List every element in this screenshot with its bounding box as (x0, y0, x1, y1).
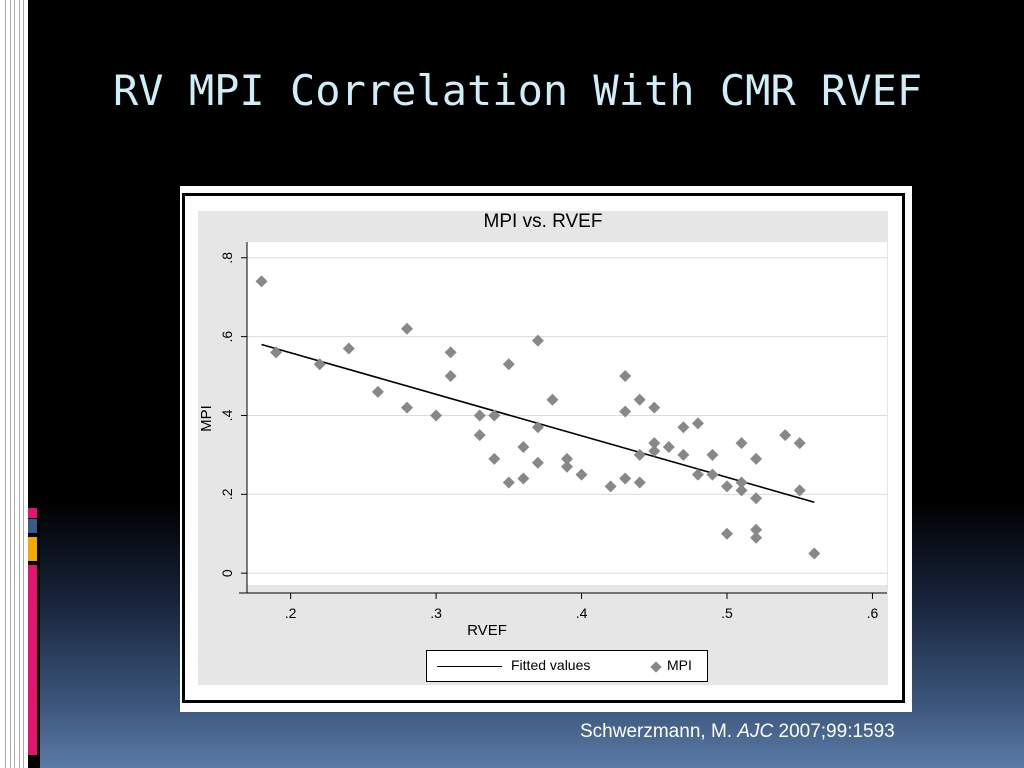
x-tick-label: .4 (576, 605, 588, 621)
data-point (561, 460, 573, 473)
data-point (313, 358, 326, 371)
data-point (750, 531, 763, 544)
x-tick-label: .6 (867, 605, 879, 621)
data-point (633, 393, 646, 406)
citation-journal: AJC (737, 721, 774, 742)
data-point (662, 441, 675, 454)
y-tick-label: .8 (219, 252, 235, 264)
data-point (750, 492, 763, 505)
data-point (619, 370, 632, 383)
legend-line-swatch (437, 666, 502, 667)
data-point (531, 421, 544, 434)
data-point (779, 429, 792, 442)
data-point (691, 468, 704, 481)
data-point (619, 472, 632, 485)
data-point (401, 401, 413, 414)
data-point (648, 437, 661, 450)
slide-title: RV MPI Correlation With CMR RVEF (113, 66, 923, 115)
data-point (677, 421, 690, 434)
data-point (444, 346, 457, 359)
legend-label-mpi: MPI (667, 657, 692, 673)
data-point (677, 448, 690, 461)
data-point (735, 437, 748, 450)
y-tick-label: .4 (219, 409, 235, 421)
data-point (517, 441, 530, 454)
data-point (517, 472, 530, 485)
data-point (735, 476, 748, 489)
x-tick-label: .5 (721, 605, 733, 621)
data-point (444, 370, 457, 383)
data-point (531, 456, 544, 469)
data-point (721, 527, 733, 540)
data-point (793, 484, 806, 497)
data-point (691, 417, 704, 430)
accent-bar-4 (28, 565, 37, 755)
data-point (473, 429, 486, 442)
data-point (808, 547, 821, 560)
citation-ref: 2007;99:1593 (778, 721, 895, 742)
data-point (502, 358, 515, 371)
data-point (488, 409, 501, 422)
data-point (793, 437, 806, 450)
plot-area (247, 242, 887, 585)
data-point (633, 476, 646, 489)
y-tick-label: .2 (219, 488, 235, 500)
data-point (430, 409, 443, 422)
accent-bar-1 (28, 508, 37, 518)
data-point (648, 444, 661, 457)
data-point (371, 385, 384, 398)
data-point (706, 448, 719, 461)
data-point (619, 405, 632, 418)
data-point (531, 334, 544, 347)
left-decor-strip (0, 0, 40, 768)
data-point (473, 409, 486, 422)
left-decor-lines (2, 0, 26, 768)
chart-legend: Fitted values MPI (426, 650, 708, 682)
y-tick-label: .6 (219, 331, 235, 343)
data-point (401, 322, 413, 335)
data-point (706, 468, 719, 481)
data-point (575, 468, 588, 481)
data-point (342, 342, 355, 355)
accent-bar-2 (28, 519, 37, 533)
data-point (502, 476, 515, 489)
data-point (750, 523, 763, 536)
data-point (735, 484, 748, 497)
chart-title: MPI vs. RVEF (483, 211, 603, 232)
data-point (633, 448, 646, 461)
citation: Schwerzmann, M. AJC 2007;99:1593 (580, 721, 895, 743)
citation-author: Schwerzmann, M. (580, 721, 733, 742)
data-point (721, 480, 733, 493)
data-point (604, 480, 617, 493)
data-point (488, 452, 501, 465)
data-point (648, 401, 661, 414)
x-tick-label: .2 (285, 605, 297, 621)
y-tick-label: 0 (219, 569, 235, 577)
legend-diamond-swatch (650, 661, 662, 673)
data-point (255, 275, 268, 288)
data-point (750, 452, 763, 465)
data-point (270, 346, 283, 359)
legend-label-fitted: Fitted values (511, 657, 591, 673)
data-point (561, 452, 573, 465)
data-point (546, 393, 559, 406)
accent-bar-3 (28, 537, 37, 561)
y-axis-title: MPI (198, 405, 215, 432)
x-tick-label: .3 (430, 605, 442, 621)
x-axis-title: RVEF (467, 622, 507, 639)
